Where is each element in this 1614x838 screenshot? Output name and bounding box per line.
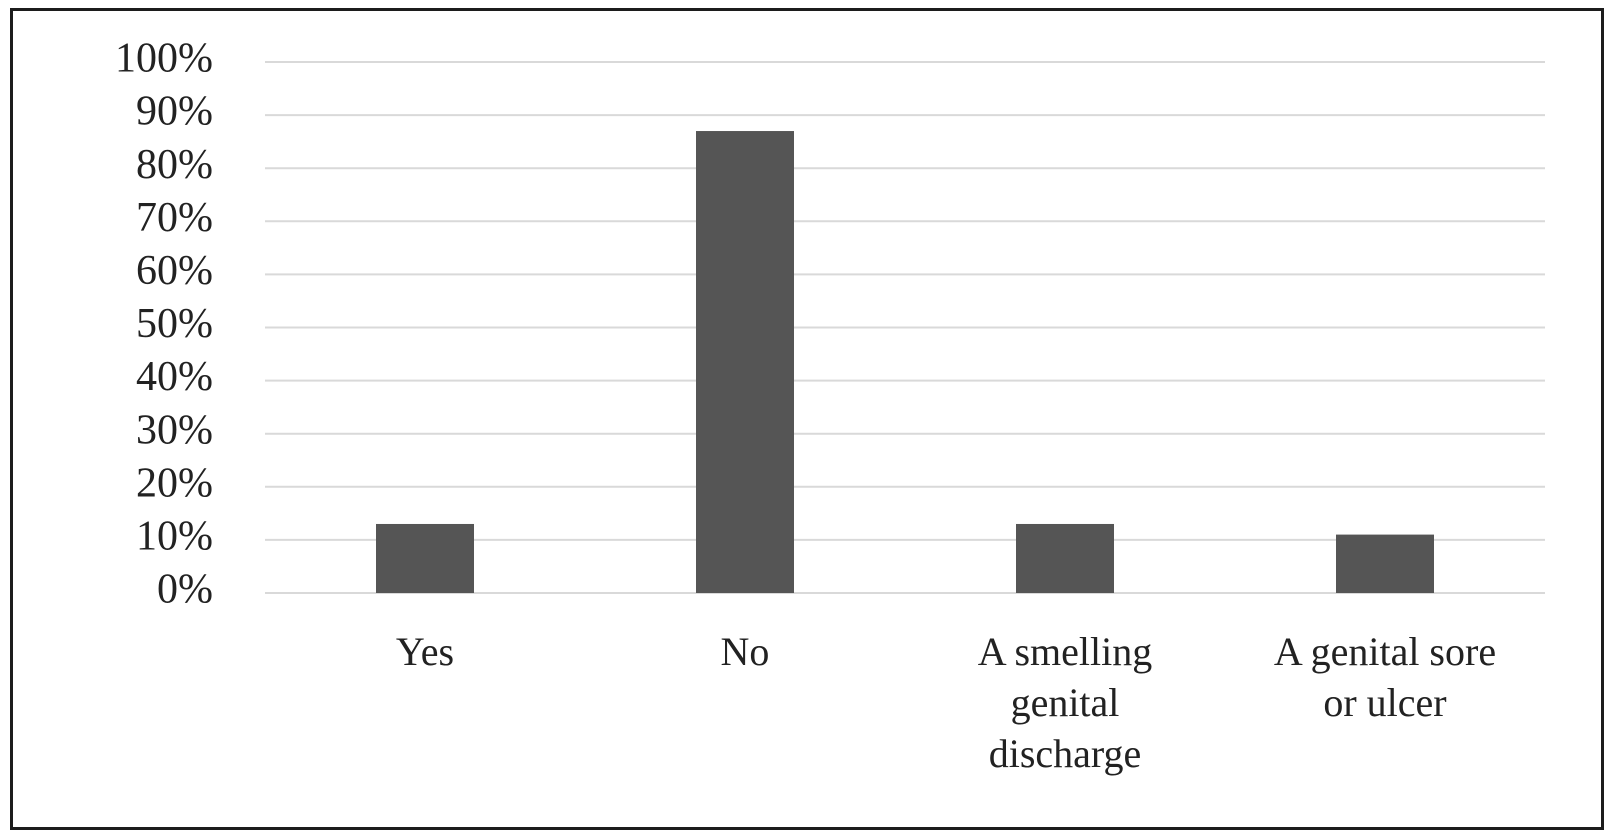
y-tick-label: 0% — [157, 567, 213, 613]
y-tick-label: 70% — [136, 195, 213, 241]
bar — [1016, 523, 1114, 593]
bar — [376, 523, 474, 593]
y-axis-tick-labels: 0% 10% 20% 30% 40% 50% 60% 70% 80% 90% 100% — [115, 36, 213, 613]
y-tick-label: 80% — [136, 142, 213, 188]
y-tick-label: 30% — [136, 407, 213, 453]
y-tick-label: 90% — [136, 89, 213, 135]
x-category-label: A smelling genital discharge — [978, 629, 1152, 776]
y-tick-label: 100% — [115, 36, 213, 82]
y-tick-label: 50% — [136, 301, 213, 347]
x-category-label: A genital sore or ulcer — [1274, 629, 1496, 725]
bar — [696, 131, 794, 593]
x-axis-category-labels: Yes No A smelling genital discharge A genital… — [396, 629, 1496, 776]
y-tick-label: 10% — [136, 514, 213, 560]
gridlines — [265, 61, 1545, 594]
bar — [1336, 534, 1434, 593]
x-category-label: No — [721, 629, 770, 674]
y-tick-label: 40% — [136, 354, 213, 400]
x-category-label: Yes — [396, 629, 454, 674]
y-tick-label: 60% — [136, 248, 213, 294]
bars — [376, 131, 1434, 593]
chart-frame — [10, 8, 1604, 830]
y-tick-label: 20% — [136, 460, 213, 506]
